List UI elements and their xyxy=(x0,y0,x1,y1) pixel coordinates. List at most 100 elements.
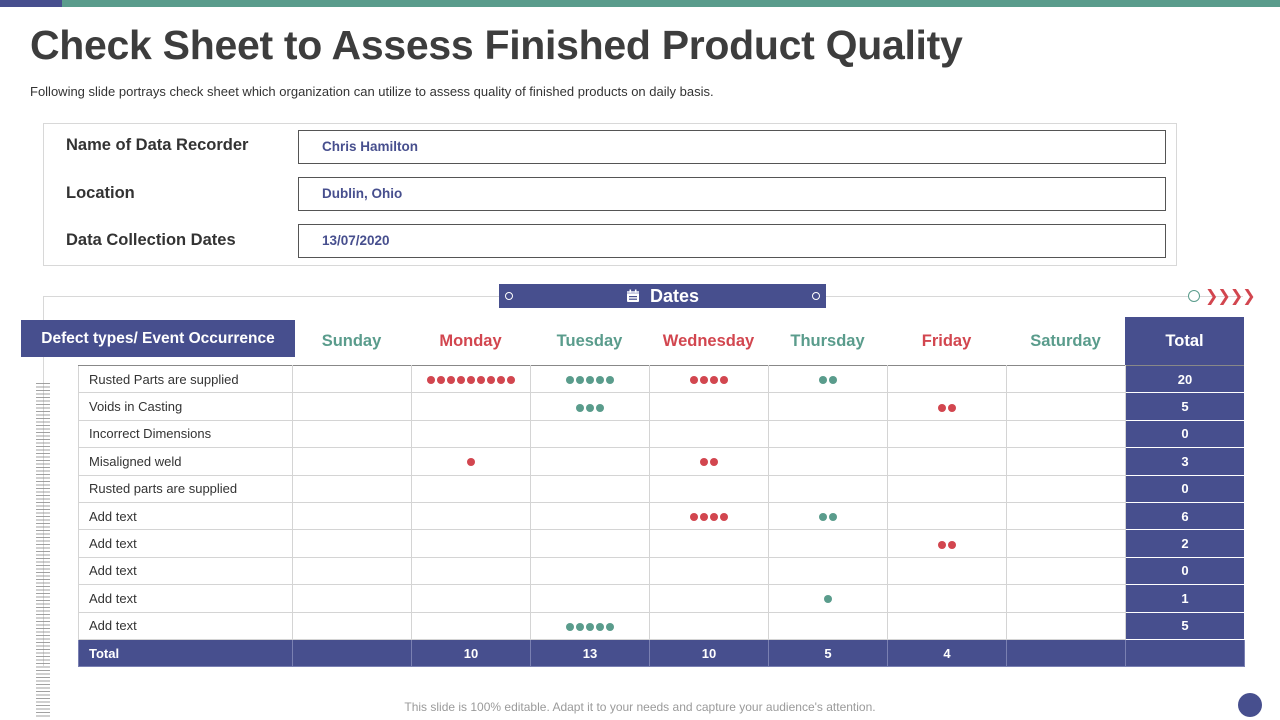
tally-dot xyxy=(586,622,594,631)
tally-dot xyxy=(819,513,827,522)
tally-cell xyxy=(768,392,888,421)
table-row: Add text 5 xyxy=(78,611,1245,640)
tally-cell xyxy=(887,419,1007,449)
row-total-cell: 6 xyxy=(1125,501,1245,531)
tally-cell xyxy=(768,611,888,640)
tally-cell xyxy=(530,501,650,531)
tally-dot xyxy=(586,376,594,385)
day-header-thursday: Thursday xyxy=(790,332,865,350)
table-row: Rusted parts are supplied 0 xyxy=(78,474,1245,503)
tally-cell xyxy=(292,474,412,503)
tally-cell xyxy=(649,392,769,421)
tally-dot xyxy=(576,622,584,631)
tally-cell xyxy=(530,529,650,558)
tally-dot xyxy=(427,376,435,385)
tally-dot xyxy=(690,513,698,522)
day-header-sunday: Sunday xyxy=(321,332,382,350)
tally-marks xyxy=(937,539,957,549)
tally-dot xyxy=(710,376,718,385)
tally-cell xyxy=(1006,364,1126,394)
tally-cell xyxy=(649,364,769,394)
side-ruler-decoration xyxy=(36,383,50,718)
tally-cell xyxy=(292,419,412,449)
table-row: Incorrect Dimensions 0 xyxy=(78,419,1245,449)
tally-cell xyxy=(768,447,888,476)
corner-dot-decoration xyxy=(1238,693,1262,717)
info-panel xyxy=(43,123,1177,266)
tally-marks xyxy=(818,512,838,522)
tally-dot xyxy=(824,595,832,604)
defect-type-label: Add text xyxy=(78,501,293,531)
banner-right-dot xyxy=(812,292,820,300)
day-header-tuesday: Tuesday xyxy=(556,332,623,350)
tally-cell xyxy=(1006,584,1126,613)
tally-dot xyxy=(467,458,475,467)
tally-cell xyxy=(1006,447,1126,476)
location-field[interactable]: Dublin, Ohio xyxy=(298,177,1166,211)
tally-cell xyxy=(411,529,531,558)
table-row: Add text 1 xyxy=(78,584,1245,613)
tally-cell xyxy=(887,392,1007,421)
defect-type-label: Add text xyxy=(78,556,293,586)
row-total-cell: 0 xyxy=(1125,419,1245,449)
tally-dot xyxy=(576,403,584,412)
defect-type-label: Add text xyxy=(78,529,293,558)
tally-dot xyxy=(467,376,475,385)
footer-note: This slide is 100% editable. Adapt it to… xyxy=(404,700,876,714)
tally-dot xyxy=(606,622,614,631)
defect-type-label: Rusted parts are supplied xyxy=(78,474,293,503)
row-total-cell: 20 xyxy=(1125,364,1245,394)
tally-dot xyxy=(690,376,698,385)
day-total-cell: 13 xyxy=(530,638,650,668)
row-total-cell: 1 xyxy=(1125,584,1245,613)
tally-marks xyxy=(565,375,615,385)
tally-cell xyxy=(649,611,769,640)
tally-dot xyxy=(586,403,594,412)
day-header-saturday: Saturday xyxy=(1030,332,1101,350)
tally-cell xyxy=(411,364,531,394)
defect-type-label: Misaligned weld xyxy=(78,447,293,476)
tally-cell xyxy=(649,584,769,613)
tally-cell xyxy=(1006,419,1126,449)
dates-field[interactable]: 13/07/2020 xyxy=(298,224,1166,258)
check-sheet-table: Rusted Parts are supplied 20 Voids in Cast… xyxy=(78,364,1245,668)
tally-cell xyxy=(411,611,531,640)
day-total-cell: 5 xyxy=(768,638,888,668)
tally-cell xyxy=(530,474,650,503)
tally-cell xyxy=(1006,556,1126,586)
row-total-cell: 3 xyxy=(1125,447,1245,476)
row-total-cell: 5 xyxy=(1125,392,1245,421)
tally-dot xyxy=(700,513,708,522)
tally-cell xyxy=(411,584,531,613)
tally-cell xyxy=(530,584,650,613)
tally-dot xyxy=(829,513,837,522)
tally-dot xyxy=(829,376,837,385)
tally-dot xyxy=(497,376,505,385)
tally-dot xyxy=(507,376,515,385)
tally-marks xyxy=(575,402,605,412)
grand-total-cell xyxy=(1125,638,1245,668)
tally-dot xyxy=(720,513,728,522)
tally-dot xyxy=(700,376,708,385)
tally-cell xyxy=(530,556,650,586)
tally-cell xyxy=(411,447,531,476)
tally-cell xyxy=(887,474,1007,503)
tally-dot xyxy=(710,513,718,522)
tally-cell xyxy=(1006,392,1126,421)
tally-dot xyxy=(596,376,604,385)
tally-dot xyxy=(566,622,574,631)
defect-type-label: Voids in Casting xyxy=(78,392,293,421)
recorder-field[interactable]: Chris Hamilton xyxy=(298,130,1166,164)
tally-cell xyxy=(1006,611,1126,640)
table-row: Add text 0 xyxy=(78,556,1245,586)
tally-cell xyxy=(292,584,412,613)
tally-dot xyxy=(819,376,827,385)
location-label: Location xyxy=(66,184,135,202)
tally-cell xyxy=(411,556,531,586)
tally-cell xyxy=(649,529,769,558)
tally-cell xyxy=(649,419,769,449)
tally-dot xyxy=(710,458,718,467)
tally-dot xyxy=(596,403,604,412)
tally-cell xyxy=(292,529,412,558)
dates-banner: Dates xyxy=(499,284,826,308)
